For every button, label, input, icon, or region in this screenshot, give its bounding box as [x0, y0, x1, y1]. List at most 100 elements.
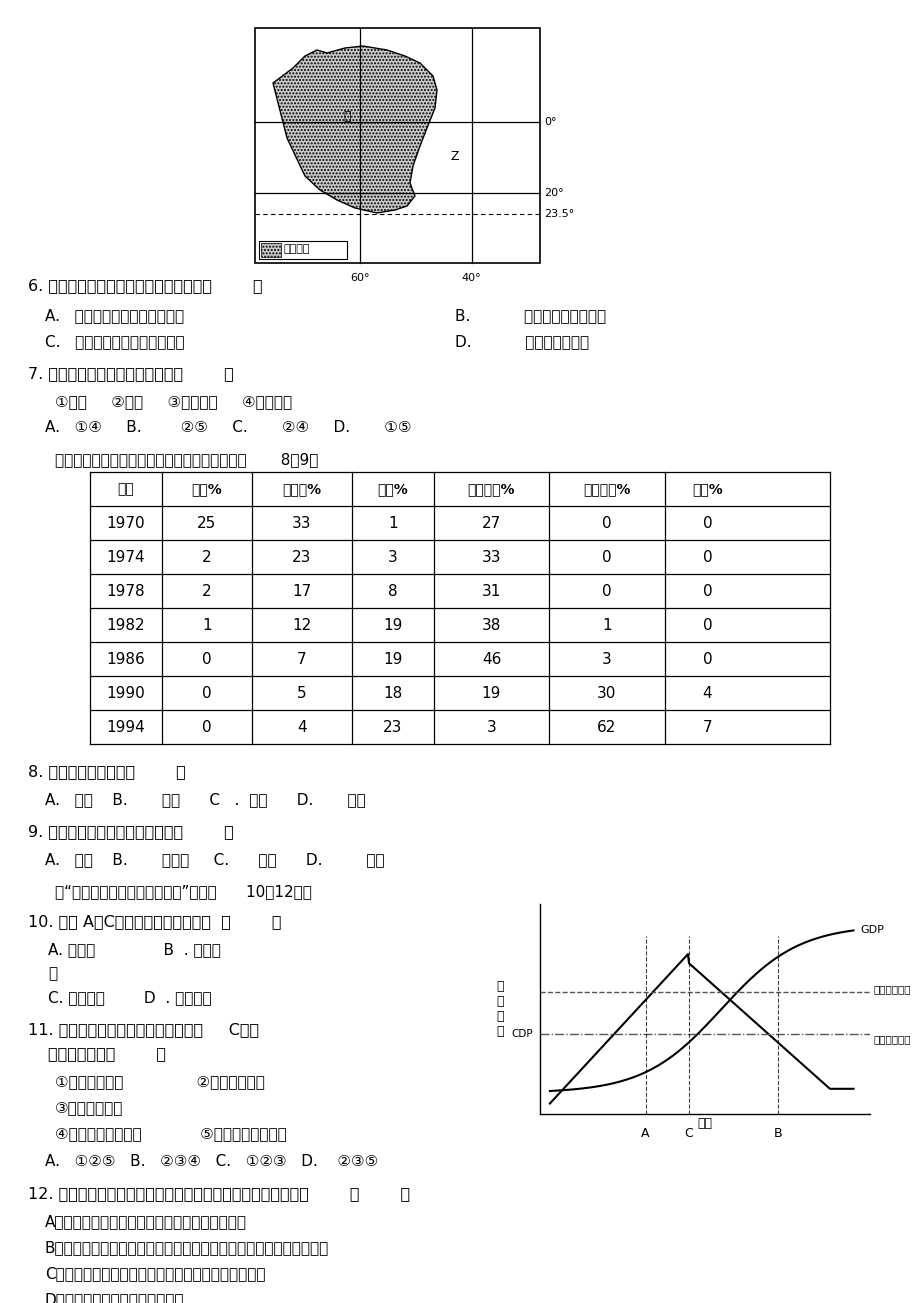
Text: 1978: 1978: [107, 584, 145, 598]
Text: 0: 0: [702, 550, 711, 564]
Text: ③产业结构调整: ③产业结构调整: [55, 1100, 123, 1115]
Text: C. 耕作农业        D  . 电子工业: C. 耕作农业 D . 电子工业: [48, 990, 211, 1005]
Text: 1: 1: [388, 516, 397, 530]
Text: 1: 1: [202, 618, 211, 632]
Text: 2: 2: [202, 550, 211, 564]
Text: 17: 17: [292, 584, 312, 598]
Text: 18: 18: [383, 685, 403, 701]
Text: 8: 8: [388, 584, 397, 598]
Text: 读“经济发展与环境关系示意图”，回答      10～12题：: 读“经济发展与环境关系示意图”，回答 10～12题：: [55, 883, 312, 899]
Text: 后，其原因是（        ）: 后，其原因是（ ）: [48, 1046, 165, 1061]
Text: A.   ①④     B.        ②⑤     C.       ②④     D.       ①⑤: A. ①④ B. ②⑤ C. ②④ D. ①⑤: [45, 420, 411, 435]
Text: 读美国某类商品主要进口市场份额分配表，回答       8～9题: 读美国某类商品主要进口市场份额分配表，回答 8～9题: [55, 452, 318, 466]
Text: C．我国目前环境质量较好，无需采取治理环境的措施: C．我国目前环境质量较好，无需采取治理环境的措施: [45, 1267, 266, 1281]
Text: ①增加环保投入               ②工业技术进步: ①增加环保投入 ②工业技术进步: [55, 1074, 265, 1089]
Text: 60°: 60°: [350, 274, 369, 283]
Text: 23: 23: [383, 719, 403, 735]
Text: 3: 3: [601, 652, 611, 667]
Text: 9. 影响该产业转移的主导因素是（        ）: 9. 影响该产业转移的主导因素是（ ）: [28, 823, 233, 839]
Text: CDP: CDP: [511, 1029, 533, 1040]
Text: A.   亚马孙平原水循环更加活跃: A. 亚马孙平原水循环更加活跃: [45, 308, 184, 323]
Text: Z: Z: [450, 150, 459, 163]
Text: 23.5°: 23.5°: [543, 208, 573, 219]
Text: A: A: [641, 1127, 649, 1140]
Text: A.   市场    B.       劳动力     C.      交通      D.         技术: A. 市场 B. 劳动力 C. 交通 D. 技术: [45, 852, 384, 866]
Text: A．要减慢工业发展步伐，降低国民经济发展速度: A．要减慢工业发展步伐，降低国民经济发展速度: [45, 1214, 246, 1229]
Text: D.           生物多样性增加: D. 生物多样性增加: [455, 334, 588, 349]
Text: 19: 19: [383, 618, 403, 632]
Text: ①暖流     ②寒流     ③东北信风     ④东南信风: ①暖流 ②寒流 ③东北信风 ④东南信风: [55, 394, 292, 409]
Text: 33: 33: [292, 516, 312, 530]
Text: 1970: 1970: [107, 516, 145, 530]
Text: 20°: 20°: [543, 188, 563, 198]
Text: 7: 7: [297, 652, 306, 667]
Text: 1990: 1990: [107, 685, 145, 701]
Text: B．先大力发展经济，有一定资金积累后，再加大环保投入，治理污染: B．先大力发展经济，有一定资金积累后，再加大环保投入，治理污染: [45, 1240, 329, 1255]
Text: 33: 33: [482, 550, 501, 564]
Text: 4: 4: [297, 719, 306, 735]
Text: 业: 业: [48, 966, 57, 981]
Text: 12. 在工业发展中，我国吸取发达国家的经验教训，应注意的是        （        ）: 12. 在工业发展中，我国吸取发达国家的经验教训，应注意的是 （ ）: [28, 1186, 410, 1201]
Text: 19: 19: [383, 652, 403, 667]
Text: 0: 0: [202, 685, 211, 701]
Text: 31: 31: [482, 584, 501, 598]
Text: C.   亚马孙河口三角洲面积扩大: C. 亚马孙河口三角洲面积扩大: [45, 334, 185, 349]
Text: 25: 25: [198, 516, 216, 530]
Text: 0: 0: [702, 516, 711, 530]
Text: 2: 2: [202, 584, 211, 598]
Text: 7. 与乙处热带雨林成因有关的是（        ）: 7. 与乙处热带雨林成因有关的是（ ）: [28, 366, 233, 380]
Text: 热带雨林: 热带雨林: [284, 244, 311, 254]
Text: 12: 12: [292, 618, 312, 632]
Text: 1994: 1994: [107, 719, 145, 735]
Text: D．发展清洁生产，减轻环境污染: D．发展清洁生产，减轻环境污染: [45, 1293, 185, 1303]
Text: 30: 30: [596, 685, 616, 701]
Text: 0°: 0°: [543, 117, 556, 126]
Text: 印尼%: 印尼%: [691, 482, 722, 496]
Text: B.           农作物种植面积扩大: B. 农作物种植面积扩大: [455, 308, 606, 323]
Text: 7: 7: [702, 719, 711, 735]
Text: 韩国%: 韩国%: [377, 482, 408, 496]
Text: 8. 此类商品最可能是（        ）: 8. 此类商品最可能是（ ）: [28, 764, 186, 779]
Text: B: B: [773, 1127, 781, 1140]
Text: 环境污染水平: 环境污染水平: [872, 1035, 910, 1045]
Text: 污
染
程
度: 污 染 程 度: [496, 980, 504, 1038]
Text: 0: 0: [202, 652, 211, 667]
Text: 3: 3: [486, 719, 496, 735]
Text: 38: 38: [482, 618, 501, 632]
Text: A. 核工业              B  . 钉铁工: A. 核工业 B . 钉铁工: [48, 942, 221, 956]
Text: 1982: 1982: [107, 618, 145, 632]
Text: 27: 27: [482, 516, 501, 530]
Text: 1986: 1986: [107, 652, 145, 667]
Text: C: C: [684, 1127, 692, 1140]
Text: 46: 46: [482, 652, 501, 667]
Bar: [259, 241, 346, 259]
Text: 0: 0: [602, 516, 611, 530]
Text: 3: 3: [388, 550, 397, 564]
Text: 0: 0: [602, 550, 611, 564]
Text: 中国台湾%: 中国台湾%: [467, 482, 515, 496]
Text: 0: 0: [702, 618, 711, 632]
Text: 4: 4: [702, 685, 711, 701]
Text: 1974: 1974: [107, 550, 145, 564]
Text: 6. 甲区域热带雨林面积不断减小会导致（        ）: 6. 甲区域热带雨林面积不断减小会导致（ ）: [28, 278, 262, 293]
Text: 23: 23: [292, 550, 312, 564]
Text: 0: 0: [702, 652, 711, 667]
Text: 19: 19: [482, 685, 501, 701]
Text: 5: 5: [297, 685, 306, 701]
Text: 甲: 甲: [343, 109, 350, 122]
Text: 日本%: 日本%: [191, 482, 222, 496]
Text: 40°: 40°: [461, 274, 481, 283]
Text: 0: 0: [702, 584, 711, 598]
Text: 年份: 年份: [118, 482, 134, 496]
Bar: [261, 242, 280, 257]
Text: 意大利%: 意大利%: [282, 482, 322, 496]
Text: 0: 0: [202, 719, 211, 735]
Text: 1: 1: [602, 618, 611, 632]
Text: A.   靴类    B.       汽车      C   .  啊酒      D.       钉铁: A. 靴类 B. 汽车 C . 啊酒 D. 钉铁: [45, 792, 366, 807]
Text: 62: 62: [596, 719, 616, 735]
Polygon shape: [273, 46, 437, 212]
Text: 中国大陆%: 中国大陆%: [583, 482, 630, 496]
Text: GDP: GDP: [859, 925, 883, 936]
Text: ④工业发展迅速减慢            ⑤出现逆城市化现象: ④工业发展迅速减慢 ⑤出现逆城市化现象: [55, 1126, 287, 1141]
Text: A.   ①②⑤   B.   ②③④   C.   ①②③   D.    ②③⑤: A. ①②⑤ B. ②③④ C. ①②③ D. ②③⑤: [45, 1154, 378, 1169]
